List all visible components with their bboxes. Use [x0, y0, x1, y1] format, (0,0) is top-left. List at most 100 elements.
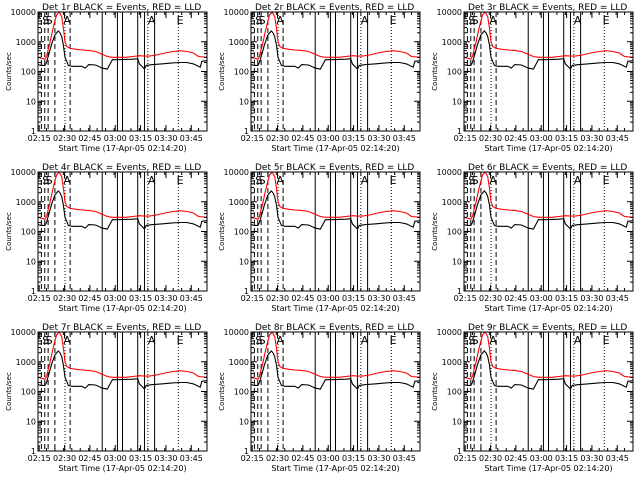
x-tick-label: 02:45: [78, 134, 101, 143]
marker-label-a: A: [148, 174, 156, 187]
x-tick-label: 02:30: [266, 294, 289, 303]
y-tick-label: 10: [452, 417, 462, 426]
y-tick-label: 10000: [224, 168, 249, 177]
panel-title: Det 3r BLACK = Events, RED = LLD: [468, 3, 627, 13]
series-line-events: [464, 350, 633, 391]
y-tick-label: 1: [31, 447, 36, 456]
marker-label-s: S: [259, 174, 266, 187]
y-tick-label: 1000: [442, 358, 462, 367]
marker-label-e: E: [603, 334, 610, 347]
panel-title: Det 6r BLACK = Events, RED = LLD: [468, 163, 627, 173]
x-tick-label: 03:15: [555, 294, 578, 303]
y-axis-label: Counts/sec: [431, 372, 439, 411]
marker-label-s: S: [255, 14, 262, 27]
x-axis-label: Start Time (17-Apr-05 02:14:20): [58, 304, 186, 313]
marker-label-s: S: [42, 334, 49, 347]
x-tick-label: 03:00: [530, 134, 553, 143]
y-tick-label: 100: [234, 68, 249, 77]
marker-label-a: A: [63, 14, 71, 27]
marker-label-a: A: [63, 174, 71, 187]
x-tick-label: 03:15: [129, 134, 152, 143]
marker-label-s: S: [472, 14, 479, 27]
x-tick-label: 03:15: [342, 454, 365, 463]
x-tick-label: 03:30: [154, 454, 177, 463]
y-axis-label: Counts/sec: [218, 52, 226, 91]
x-tick-label: 02:45: [291, 454, 314, 463]
series-line-events: [251, 350, 420, 391]
x-axis-label: Start Time (17-Apr-05 02:14:20): [484, 144, 612, 153]
x-tick-label: 02:15: [454, 134, 477, 143]
panel-title: Det 8r BLACK = Events, RED = LLD: [255, 323, 414, 333]
series-line-events: [38, 30, 207, 71]
x-axis-label: Start Time (17-Apr-05 02:14:20): [271, 464, 399, 473]
marker-label-s: S: [255, 174, 262, 187]
marker-label-a: A: [574, 174, 582, 187]
y-axis-label: Counts/sec: [218, 212, 226, 251]
y-axis-label: Counts/sec: [431, 212, 439, 251]
y-tick-label: 1000: [16, 38, 36, 47]
y-tick-label: 10000: [224, 328, 249, 337]
x-tick-label: 02:45: [291, 134, 314, 143]
x-tick-label: 02:45: [78, 294, 101, 303]
y-tick-label: 1000: [16, 358, 36, 367]
marker-label-s: S: [468, 14, 475, 27]
x-axis-label: Start Time (17-Apr-05 02:14:20): [58, 464, 186, 473]
x-axis-label: Start Time (17-Apr-05 02:14:20): [484, 464, 612, 473]
y-axis-label: Counts/sec: [218, 372, 226, 411]
marker-label-e: E: [177, 174, 184, 187]
x-tick-label: 02:30: [53, 454, 76, 463]
y-tick-label: 1: [244, 287, 249, 296]
series-line-lld: [38, 332, 207, 380]
x-tick-label: 02:30: [266, 134, 289, 143]
x-tick-label: 02:45: [504, 134, 527, 143]
y-tick-label: 10: [452, 97, 462, 106]
x-tick-label: 03:15: [342, 294, 365, 303]
x-tick-label: 03:00: [104, 454, 127, 463]
x-tick-label: 03:00: [104, 134, 127, 143]
x-tick-label: 03:45: [606, 134, 629, 143]
x-tick-label: 03:00: [317, 134, 340, 143]
y-tick-label: 1: [457, 287, 462, 296]
marker-label-e: E: [390, 14, 397, 27]
x-tick-label: 03:00: [104, 294, 127, 303]
series-line-events: [464, 30, 633, 71]
marker-label-s: S: [468, 334, 475, 347]
series-line-events: [464, 190, 633, 231]
marker-label-a: A: [276, 14, 284, 27]
marker-label-e: E: [390, 334, 397, 347]
x-tick-label: 03:30: [580, 294, 603, 303]
x-tick-label: 02:45: [504, 294, 527, 303]
y-tick-label: 100: [447, 68, 462, 77]
x-tick-label: 03:15: [129, 454, 152, 463]
y-tick-label: 10000: [11, 8, 36, 17]
x-tick-label: 03:45: [180, 454, 203, 463]
x-tick-label: 03:45: [606, 454, 629, 463]
y-tick-label: 100: [21, 68, 36, 77]
series-line-lld: [464, 12, 633, 60]
y-tick-label: 10: [452, 257, 462, 266]
y-tick-label: 100: [447, 228, 462, 237]
series-line-lld: [251, 332, 420, 380]
marker-label-e: E: [390, 174, 397, 187]
y-tick-label: 1: [244, 127, 249, 136]
marker-label-s: S: [472, 334, 479, 347]
y-tick-label: 10000: [11, 328, 36, 337]
x-tick-label: 03:45: [393, 454, 416, 463]
marker-label-s: S: [46, 174, 53, 187]
x-tick-label: 03:30: [580, 134, 603, 143]
x-tick-label: 03:15: [555, 454, 578, 463]
y-tick-label: 10: [26, 257, 36, 266]
marker-label-a: A: [148, 334, 156, 347]
series-line-lld: [251, 12, 420, 60]
x-tick-label: 02:15: [241, 454, 264, 463]
y-tick-label: 1000: [229, 198, 249, 207]
x-tick-label: 02:45: [504, 454, 527, 463]
y-tick-label: 100: [447, 388, 462, 397]
x-axis-label: Start Time (17-Apr-05 02:14:20): [484, 304, 612, 313]
